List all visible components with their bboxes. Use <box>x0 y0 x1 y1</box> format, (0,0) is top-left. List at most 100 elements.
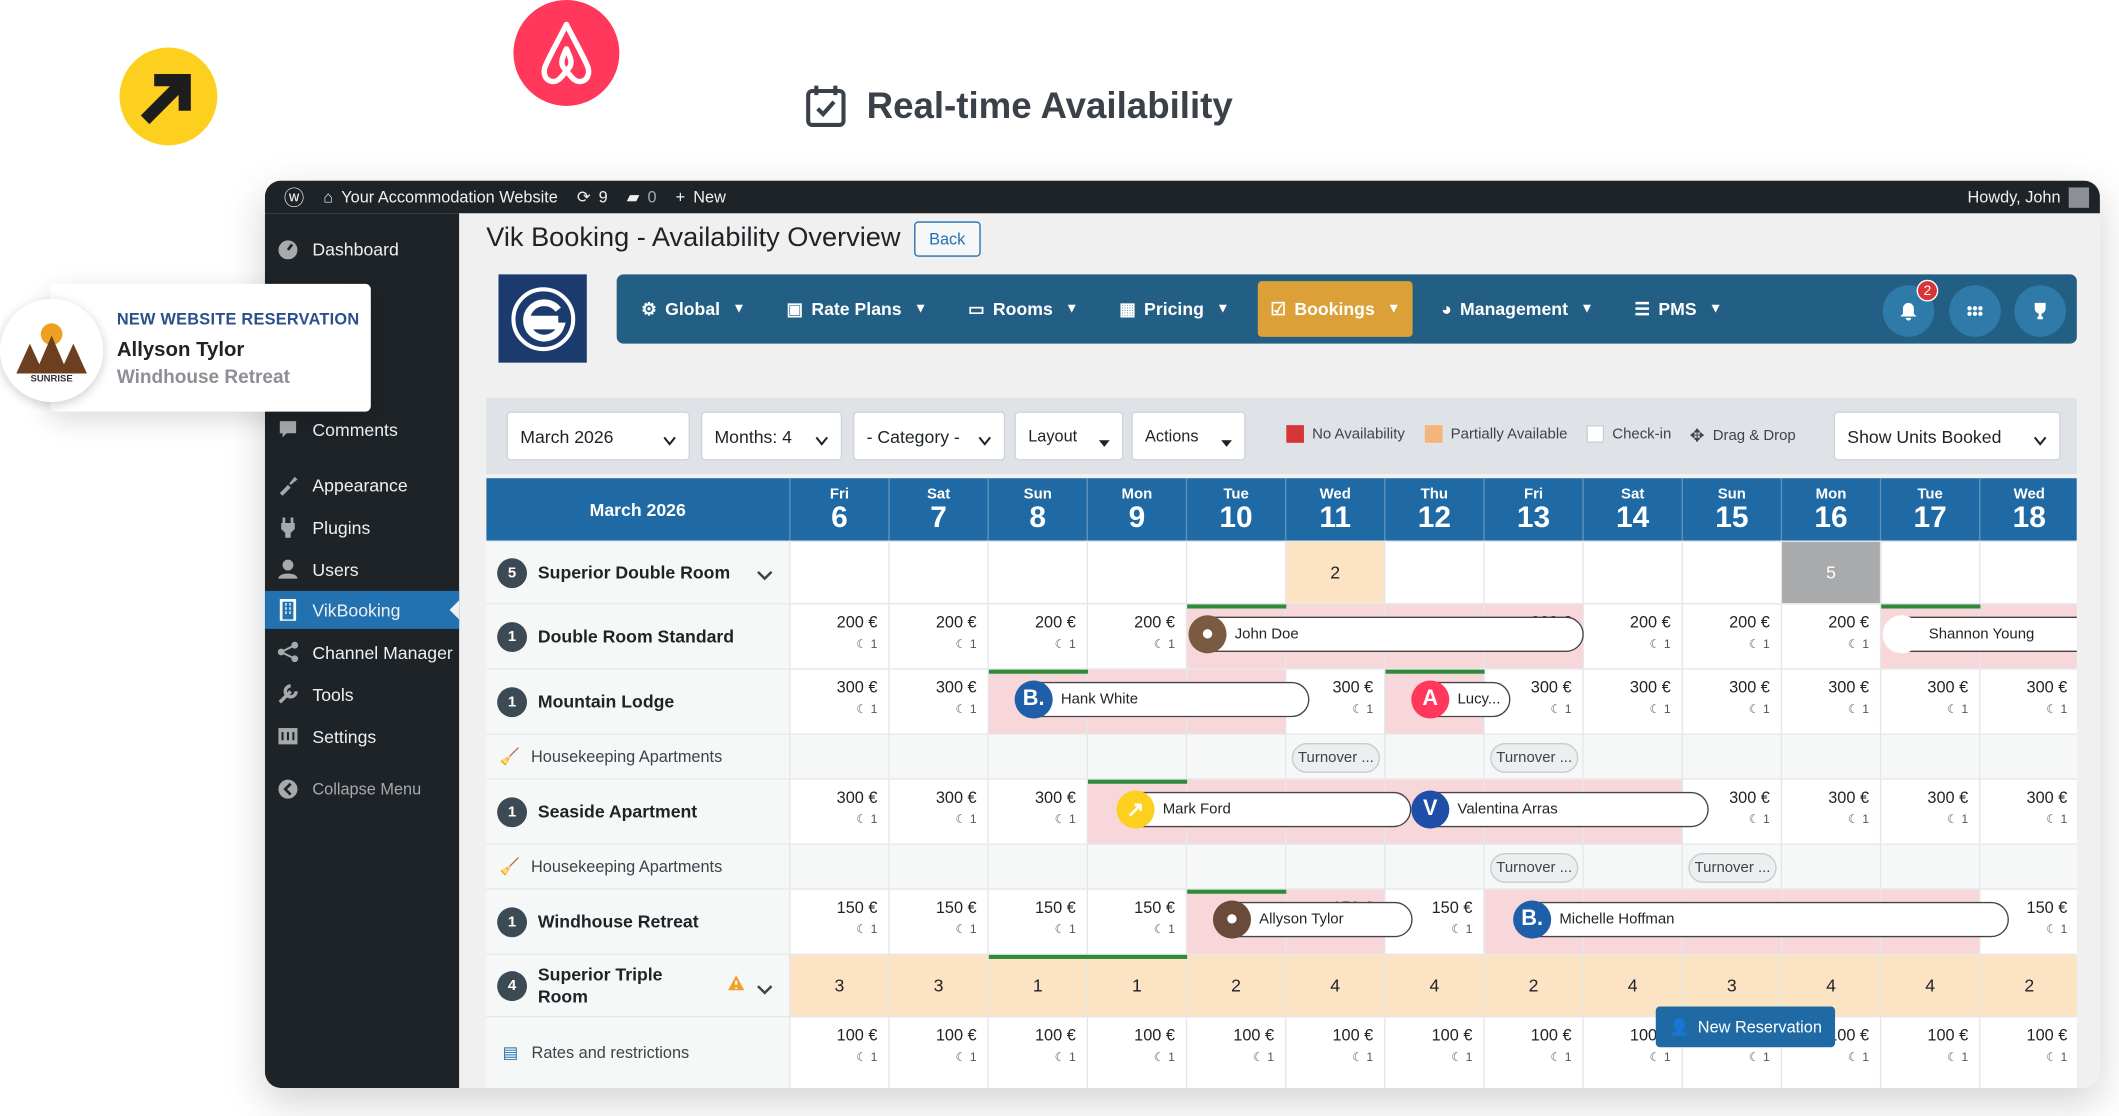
day-cell[interactable] <box>1682 734 1783 779</box>
day-cell[interactable]: 4 <box>1385 954 1485 1017</box>
day-cell[interactable] <box>1881 734 1981 779</box>
day-cell[interactable]: 200 € ☾ 1 <box>989 604 1088 669</box>
day-cell[interactable] <box>889 844 989 889</box>
new-reservation-notification[interactable]: NEW WEBSITE RESERVATION Allyson Tylor Wi… <box>50 283 371 412</box>
day-cell[interactable] <box>890 541 989 604</box>
day-cell[interactable]: 200 € ☾ 1 <box>1584 604 1683 669</box>
day-cell[interactable]: 4 <box>1782 954 1882 1017</box>
chevron-down-icon[interactable] <box>757 565 773 585</box>
turnover-badge[interactable]: Turnover ... <box>1291 742 1381 773</box>
sidebar-item-channel-manager[interactable]: Channel Manager <box>265 633 459 671</box>
updates-link[interactable]: ⟳ 9 <box>576 187 608 207</box>
nav-bookings[interactable]: ☑ Bookings ▼ <box>1258 281 1413 337</box>
day-cell[interactable]: 100 € ☾ 1 <box>1980 1017 2076 1088</box>
howdy-user[interactable]: Howdy, John <box>1968 181 2090 214</box>
actions-select[interactable]: Actions <box>1131 411 1246 461</box>
day-cell[interactable]: 300 € ☾ 1 <box>890 779 989 844</box>
day-cell[interactable] <box>989 541 1088 604</box>
day-cell[interactable]: 2 <box>1980 954 2077 1017</box>
day-cell[interactable]: 300 € ☾ 1 <box>1881 779 1981 844</box>
day-cell[interactable]: 4 <box>1286 954 1386 1017</box>
day-cell[interactable]: 150 € ☾ 1 <box>791 889 890 954</box>
day-cell[interactable]: 100 € ☾ 1 <box>1782 1017 1882 1088</box>
wp-logo-icon[interactable]: ⓦ <box>283 186 305 210</box>
day-cell[interactable] <box>1385 734 1485 779</box>
nav-rate-plans[interactable]: ▣ Rate Plans ▼ <box>786 298 928 320</box>
day-cell[interactable] <box>1881 541 1981 604</box>
day-cell[interactable] <box>1187 734 1287 779</box>
layout-select[interactable]: Layout <box>1014 411 1124 461</box>
day-cell[interactable]: 300 € ☾ 1 <box>1782 779 1882 844</box>
day-cell[interactable]: 300 € ☾ 1 <box>791 779 890 844</box>
turnover-badge[interactable]: Turnover ... <box>1490 742 1579 773</box>
day-cell[interactable] <box>1087 734 1188 779</box>
booking-pill[interactable]: A Lucy... <box>1411 680 1511 719</box>
turnover-badge[interactable]: Turnover ... <box>1688 853 1777 883</box>
chevron-down-icon[interactable] <box>757 979 773 999</box>
sidebar-item-settings[interactable]: Settings <box>265 717 459 755</box>
day-cell[interactable]: 300 € ☾ 1 <box>1584 669 1683 734</box>
booking-pill[interactable]: B. Hank White <box>1014 680 1310 719</box>
sidebar-item-comments[interactable]: Comments <box>265 410 459 448</box>
day-cell[interactable]: 300 € ☾ 1 <box>1683 779 1783 844</box>
months-select[interactable]: Months: 4 <box>700 411 843 461</box>
day-cell[interactable] <box>1881 844 1981 889</box>
day-cell[interactable] <box>1782 844 1882 889</box>
day-cell[interactable] <box>889 734 989 779</box>
day-cell[interactable]: 5 <box>1782 541 1882 604</box>
day-cell[interactable] <box>791 541 890 604</box>
day-cell[interactable]: 300 € ☾ 1 <box>890 669 989 734</box>
new-link[interactable]: + New <box>675 187 726 207</box>
day-cell[interactable] <box>988 844 1088 889</box>
booking-pill[interactable]: Shannon Young <box>1882 615 2077 654</box>
day-cell[interactable]: 300 € ☾ 1 <box>1980 670 2076 734</box>
day-cell[interactable]: 3 <box>790 954 890 1017</box>
day-cell[interactable]: 200 € ☾ 1 <box>791 604 890 669</box>
day-cell[interactable]: 2 <box>1187 954 1287 1017</box>
nav-management[interactable]: ◕ Management ▼ <box>1441 298 1594 320</box>
collapse-menu-button[interactable]: Collapse Menu <box>265 770 459 808</box>
turnover-badge[interactable]: Turnover ... <box>1490 853 1579 883</box>
day-cell[interactable]: 100 € ☾ 1 <box>1385 1017 1485 1088</box>
day-cell[interactable] <box>1088 541 1188 604</box>
day-cell[interactable]: 4 <box>1881 954 1981 1017</box>
day-cell[interactable]: 150 € ☾ 1 <box>1088 889 1188 954</box>
day-cell[interactable]: 300 € ☾ 1 <box>989 779 1088 844</box>
day-cell[interactable] <box>1980 542 2076 603</box>
day-cell[interactable] <box>1584 541 1683 604</box>
day-cell[interactable]: 1 <box>988 954 1088 1017</box>
day-cell[interactable] <box>1583 844 1683 889</box>
day-cell[interactable]: 1 <box>1087 954 1188 1017</box>
day-cell[interactable] <box>988 734 1088 779</box>
day-cell[interactable]: 150 € ☾ 1 <box>1385 889 1485 954</box>
show-units-select[interactable]: Show Units Booked <box>1833 411 2061 461</box>
day-cell[interactable] <box>1485 541 1584 604</box>
day-cell[interactable] <box>1980 734 2077 779</box>
day-cell[interactable]: 100 € ☾ 1 <box>989 1017 1088 1088</box>
day-cell[interactable]: 200 € ☾ 1 <box>1683 604 1783 669</box>
site-name-link[interactable]: ⌂ Your Accommodation Website <box>323 187 558 207</box>
day-cell[interactable]: 3 <box>1682 954 1783 1017</box>
day-cell[interactable]: 300 € ☾ 1 <box>1881 669 1981 734</box>
day-cell[interactable] <box>1087 844 1188 889</box>
nav-rooms[interactable]: ▭ Rooms ▼ <box>968 298 1079 320</box>
day-cell[interactable]: 2 <box>1484 954 1584 1017</box>
back-button[interactable]: Back <box>914 221 981 257</box>
booking-pill[interactable]: ● John Doe <box>1188 615 1584 654</box>
day-cell[interactable] <box>1286 844 1386 889</box>
day-cell[interactable]: 100 € ☾ 1 <box>1485 1017 1584 1088</box>
day-cell[interactable]: 4 <box>1583 954 1683 1017</box>
trophy-button[interactable] <box>2014 285 2066 337</box>
day-cell[interactable]: 3 <box>889 954 989 1017</box>
day-cell[interactable] <box>1187 844 1287 889</box>
booking-pill[interactable]: ● Allyson Tylor <box>1212 900 1413 939</box>
day-cell[interactable]: 150 € ☾ 1 <box>890 889 989 954</box>
month-select[interactable]: March 2026 <box>506 411 691 461</box>
day-cell[interactable]: 150 € ☾ 1 <box>989 889 1088 954</box>
day-cell[interactable]: 100 € ☾ 1 <box>1286 1017 1386 1088</box>
day-cell[interactable]: 300 € ☾ 1 <box>791 669 890 734</box>
sidebar-item-appearance[interactable]: Appearance <box>265 466 459 504</box>
booking-pill[interactable]: B. Michelle Hoffman <box>1513 900 2009 939</box>
booking-pill[interactable]: ↗ Mark Ford <box>1116 790 1412 829</box>
day-cell[interactable]: 150 € ☾ 1 <box>1980 890 2076 954</box>
